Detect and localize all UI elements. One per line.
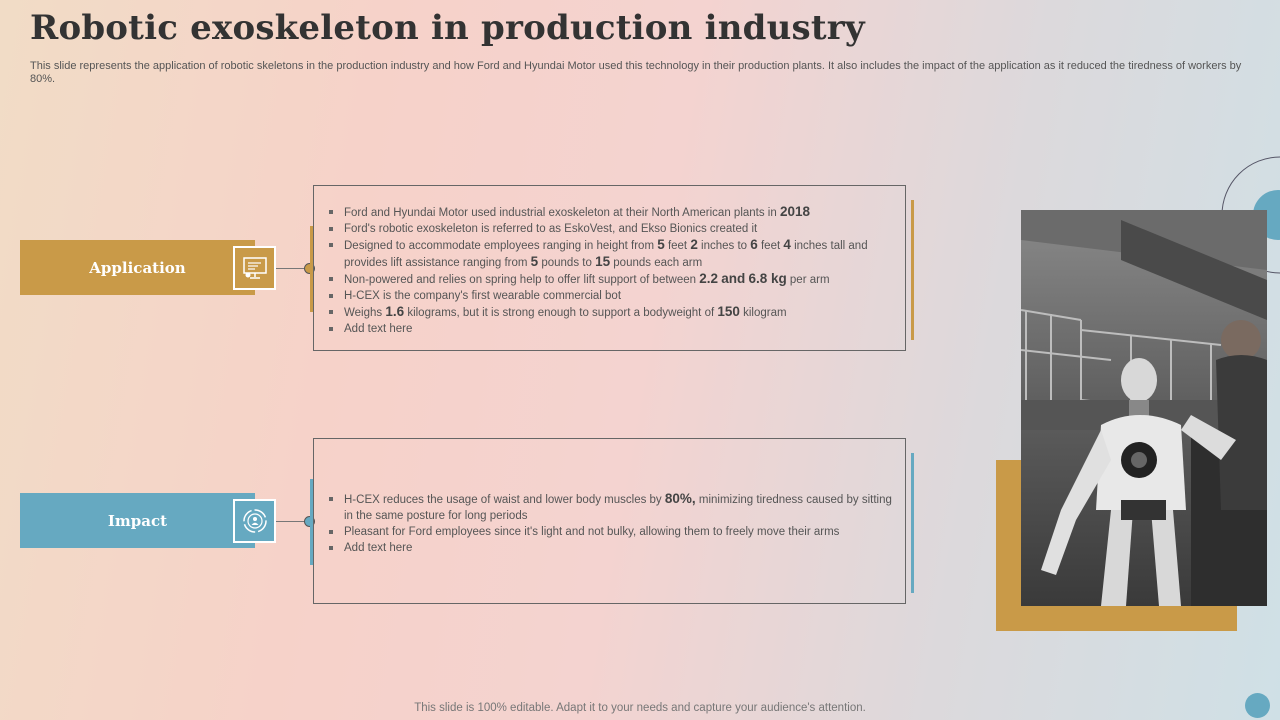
slide-title: Robotic exoskeleton in production indust…	[30, 8, 865, 48]
robot-photo-icon	[1021, 210, 1267, 606]
list-item: H-CEX is the company's first wearable co…	[329, 288, 895, 304]
impact-label-text: Impact	[107, 511, 168, 530]
list-item: Non-powered and relies on spring help to…	[329, 271, 895, 288]
list-item: Ford's robotic exoskeleton is referred t…	[329, 221, 895, 237]
decorative-dot-bottom-right	[1245, 693, 1270, 718]
impact-connector	[276, 521, 308, 522]
impact-left-accent	[310, 479, 314, 565]
list-item: Weighs 1.6 kilograms, but it is strong e…	[329, 304, 895, 321]
impact-label: Impact	[20, 493, 255, 548]
impact-box: H-CEX reduces the usage of waist and low…	[313, 438, 906, 604]
impact-dot	[304, 516, 315, 527]
list-item: Pleasant for Ford employees since it's l…	[329, 524, 895, 540]
person-cycle-icon	[242, 509, 267, 533]
application-label: Application	[20, 240, 255, 295]
list-item: Ford and Hyundai Motor used industrial e…	[329, 204, 895, 221]
list-item: H-CEX reduces the usage of waist and low…	[329, 491, 895, 524]
list-item: Add text here	[329, 540, 895, 556]
impact-bullet-list: H-CEX reduces the usage of waist and low…	[329, 491, 895, 556]
application-icon-box	[233, 246, 276, 290]
application-connector	[276, 268, 308, 269]
robot-photo	[1021, 210, 1267, 606]
application-bullet-list: Ford and Hyundai Motor used industrial e…	[329, 204, 895, 337]
list-item: Designed to accommodate employees rangin…	[329, 237, 895, 271]
application-dot	[304, 263, 315, 274]
footer-note: This slide is 100% editable. Adapt it to…	[414, 702, 866, 714]
application-box: Ford and Hyundai Motor used industrial e…	[313, 185, 906, 351]
list-item: Add text here	[329, 321, 895, 337]
application-left-accent	[310, 226, 314, 312]
presentation-board-icon	[242, 257, 267, 279]
application-right-accent	[911, 200, 914, 340]
impact-icon-box	[233, 499, 276, 543]
impact-right-accent	[911, 453, 914, 593]
slide-subtitle: This slide represents the application of…	[30, 60, 1242, 85]
application-label-text: Application	[89, 258, 186, 277]
